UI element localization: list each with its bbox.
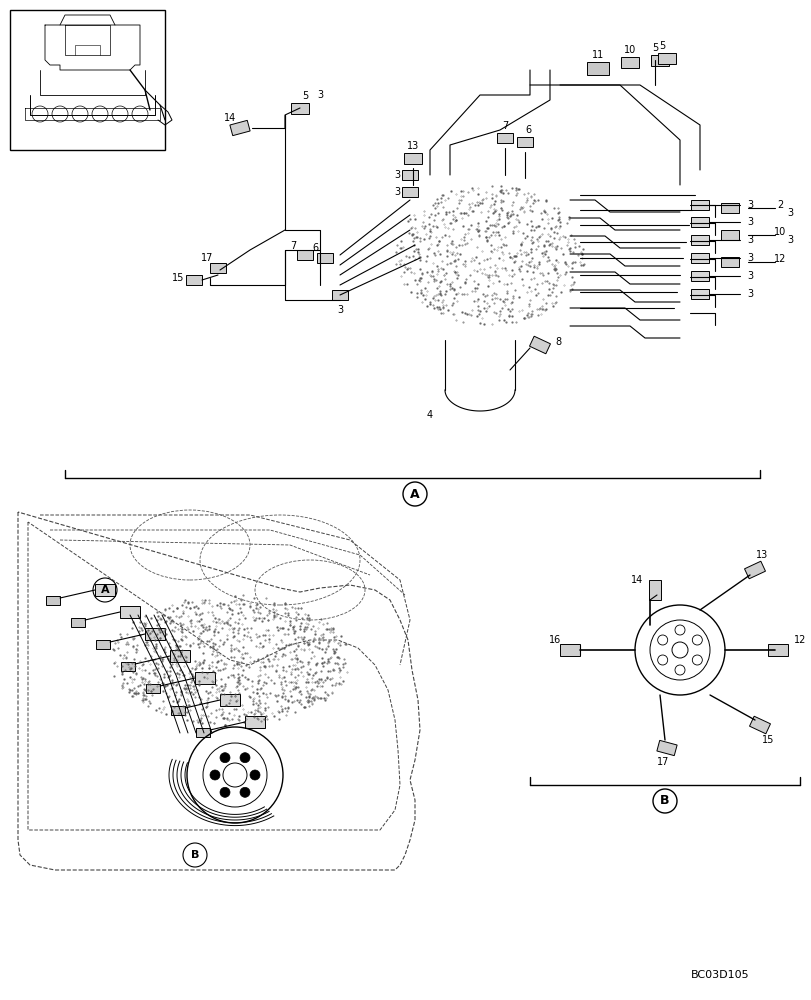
- Bar: [145, 628, 165, 640]
- Bar: [121, 662, 135, 670]
- Bar: [690, 200, 708, 210]
- Bar: [690, 217, 708, 227]
- Bar: [71, 617, 85, 626]
- Bar: [46, 595, 60, 604]
- Bar: [657, 53, 676, 64]
- Bar: [290, 103, 309, 114]
- Text: 12: 12: [793, 635, 805, 645]
- Text: B: B: [659, 794, 669, 807]
- Bar: [195, 672, 215, 684]
- Text: 14: 14: [630, 575, 642, 585]
- Text: 6: 6: [524, 125, 530, 135]
- Text: 10: 10: [773, 227, 785, 237]
- Bar: [690, 271, 708, 281]
- Text: 3: 3: [746, 271, 752, 281]
- Circle shape: [250, 770, 260, 780]
- Bar: [586, 62, 608, 75]
- Text: 17: 17: [200, 253, 213, 263]
- Bar: [767, 644, 787, 656]
- Bar: [404, 153, 422, 164]
- Circle shape: [220, 787, 230, 797]
- Bar: [316, 253, 333, 263]
- Text: BC03D105: BC03D105: [690, 970, 749, 980]
- Bar: [749, 716, 770, 734]
- Bar: [690, 289, 708, 299]
- Text: 5: 5: [658, 41, 664, 51]
- Bar: [245, 716, 264, 728]
- Bar: [529, 336, 550, 354]
- Bar: [332, 290, 348, 300]
- Bar: [496, 133, 513, 143]
- Bar: [297, 250, 312, 260]
- Text: 3: 3: [393, 187, 400, 197]
- Bar: [195, 727, 210, 736]
- Text: 3: 3: [746, 289, 752, 299]
- Text: 5: 5: [302, 91, 307, 101]
- Text: 5: 5: [651, 43, 657, 53]
- Text: 3: 3: [746, 253, 752, 263]
- Bar: [690, 253, 708, 263]
- Text: 7: 7: [290, 241, 296, 251]
- Bar: [560, 644, 579, 656]
- Text: A: A: [101, 585, 109, 595]
- Text: 10: 10: [623, 45, 635, 55]
- Text: 3: 3: [786, 208, 792, 218]
- Bar: [169, 650, 190, 662]
- Bar: [171, 706, 185, 714]
- Bar: [120, 606, 139, 618]
- Bar: [401, 187, 418, 197]
- Bar: [10, 10, 165, 150]
- Text: 3: 3: [746, 217, 752, 227]
- Circle shape: [240, 753, 250, 763]
- Bar: [620, 57, 638, 68]
- Bar: [690, 235, 708, 245]
- Bar: [656, 740, 676, 756]
- Text: 4: 4: [427, 410, 432, 420]
- Text: 3: 3: [786, 235, 792, 245]
- Text: 3: 3: [393, 170, 400, 180]
- Text: 3: 3: [337, 305, 342, 315]
- Text: 11: 11: [591, 50, 603, 60]
- Bar: [95, 584, 115, 596]
- Text: 3: 3: [746, 235, 752, 245]
- Bar: [96, 640, 109, 648]
- Text: A: A: [410, 488, 419, 500]
- Text: 13: 13: [406, 141, 418, 151]
- Text: 16: 16: [548, 635, 560, 645]
- Bar: [720, 257, 738, 267]
- Text: 13: 13: [755, 550, 767, 560]
- Bar: [230, 120, 250, 136]
- Text: 7: 7: [501, 121, 508, 131]
- Bar: [210, 263, 225, 273]
- Bar: [401, 170, 418, 180]
- Text: 3: 3: [746, 200, 752, 210]
- Bar: [720, 230, 738, 240]
- Circle shape: [210, 770, 220, 780]
- Text: 17: 17: [656, 757, 668, 767]
- Text: 12: 12: [773, 254, 785, 264]
- Text: 6: 6: [311, 243, 318, 253]
- Bar: [220, 694, 240, 706]
- Bar: [744, 561, 765, 579]
- Bar: [720, 203, 738, 213]
- Text: 8: 8: [554, 337, 560, 347]
- Bar: [146, 684, 160, 692]
- Bar: [650, 55, 668, 66]
- Text: 2: 2: [776, 200, 782, 210]
- Circle shape: [240, 787, 250, 797]
- Text: 3: 3: [316, 90, 323, 100]
- Bar: [648, 580, 660, 600]
- Text: B: B: [191, 850, 199, 860]
- Bar: [186, 275, 202, 285]
- Circle shape: [220, 753, 230, 763]
- Text: 15: 15: [761, 735, 773, 745]
- Text: 14: 14: [224, 113, 236, 123]
- Text: 15: 15: [172, 273, 184, 283]
- Bar: [517, 137, 532, 147]
